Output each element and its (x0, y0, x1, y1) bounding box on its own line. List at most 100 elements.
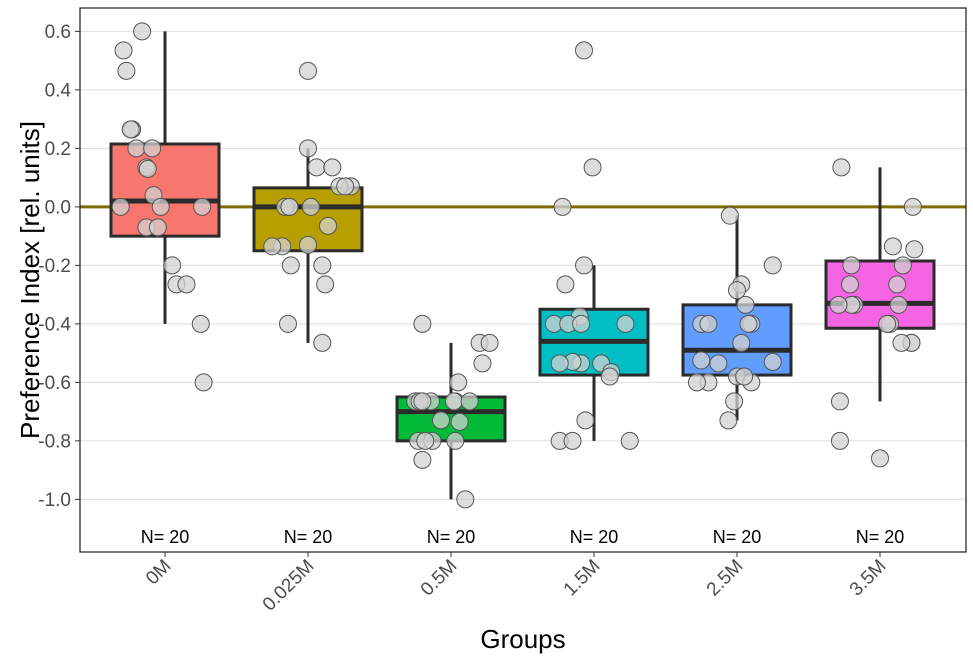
data-point (892, 333, 911, 352)
data-point (829, 295, 848, 314)
n-label: N= 20 (570, 527, 619, 547)
data-point (620, 431, 639, 450)
data-point (699, 314, 718, 333)
data-point (313, 256, 332, 275)
data-point (133, 22, 152, 41)
n-label: N= 20 (284, 527, 333, 547)
box-0M (109, 142, 221, 238)
data-point (148, 218, 167, 237)
data-point (193, 197, 212, 216)
data-point (450, 412, 469, 431)
data-point (121, 120, 140, 139)
x-tick-label: 2.5M (703, 556, 748, 601)
x-axis-ticks: 0M 0.025M 0.5M 1.5M 2.5M 3.5M (142, 552, 891, 615)
data-point (903, 197, 922, 216)
data-point (280, 197, 299, 216)
data-point (480, 333, 499, 352)
data-point (739, 314, 758, 333)
data-point (732, 333, 751, 352)
data-point (763, 352, 782, 371)
data-point (840, 275, 859, 294)
x-tick-label: 1.5M (560, 556, 605, 601)
n-label: N= 20 (856, 527, 905, 547)
data-point (600, 367, 619, 386)
data-point (574, 256, 593, 275)
data-point (323, 158, 342, 177)
data-point (553, 197, 572, 216)
data-point (114, 41, 133, 60)
data-point (138, 159, 157, 178)
data-point (263, 237, 282, 256)
data-point (307, 158, 326, 177)
data-point (316, 275, 335, 294)
y-tick-label: -1.0 (38, 490, 71, 511)
data-point (313, 333, 332, 352)
data-point (446, 431, 465, 450)
data-point (883, 237, 902, 256)
data-point (830, 392, 849, 411)
data-point (763, 256, 782, 275)
y-tick-label: -0.6 (38, 373, 71, 394)
data-point (299, 61, 317, 80)
data-point (143, 139, 162, 158)
data-point (449, 373, 468, 392)
data-point (583, 158, 602, 177)
data-point (151, 197, 170, 216)
data-point (278, 314, 297, 333)
data-point (550, 354, 569, 373)
data-point (416, 431, 435, 450)
data-point (709, 354, 728, 373)
data-point (574, 41, 593, 60)
data-point (692, 351, 711, 370)
x-tick-label: 0.5M (417, 556, 462, 601)
box-3.5M (824, 259, 936, 330)
x-tick-label: 0M (142, 556, 176, 590)
data-point (191, 314, 210, 333)
data-point (177, 275, 196, 294)
data-point (871, 449, 889, 468)
data-point (460, 392, 479, 411)
data-point (720, 206, 739, 225)
n-labels: N= 20 N= 20 N= 20 N= 20 N= 20 N= 20 (141, 527, 905, 547)
y-axis-ticks: -1.0 -0.8 -0.6 -0.4 -0.2 0.0 0.2 0.4 0.6 (38, 22, 80, 511)
data-point (842, 256, 861, 275)
n-label: N= 20 (713, 527, 762, 547)
y-tick-label: -0.4 (38, 314, 71, 335)
data-point (556, 275, 575, 294)
data-point (319, 216, 338, 235)
n-label: N= 20 (141, 527, 190, 547)
data-point (456, 490, 475, 509)
y-tick-label: 0.6 (45, 22, 71, 43)
y-tick-label: 0.0 (45, 197, 71, 218)
data-point (888, 275, 907, 294)
data-point (616, 314, 635, 333)
data-point (563, 431, 582, 450)
data-point (735, 367, 754, 386)
data-point (127, 139, 146, 158)
data-point (281, 256, 300, 275)
data-point (117, 61, 136, 80)
y-axis-title: Preference Index [rel. units] (15, 121, 45, 439)
data-point (301, 197, 320, 216)
data-point (572, 314, 591, 333)
data-point (725, 392, 744, 411)
data-point (905, 240, 924, 259)
data-point (830, 431, 849, 450)
data-point (299, 235, 317, 254)
data-point (413, 450, 432, 469)
x-tick-label: 3.5M (846, 556, 891, 601)
y-tick-label: -0.8 (38, 431, 71, 452)
y-tick-label: 0.2 (45, 139, 71, 160)
data-point (687, 373, 706, 392)
data-points (111, 22, 924, 509)
data-point (719, 411, 738, 430)
data-point (736, 295, 755, 314)
data-point (576, 411, 595, 430)
y-tick-label: -0.2 (38, 256, 71, 277)
plot-panel-border (79, 7, 967, 553)
n-label: N= 20 (427, 527, 476, 547)
data-point (473, 354, 492, 373)
data-point (728, 281, 746, 300)
data-point (832, 158, 851, 177)
